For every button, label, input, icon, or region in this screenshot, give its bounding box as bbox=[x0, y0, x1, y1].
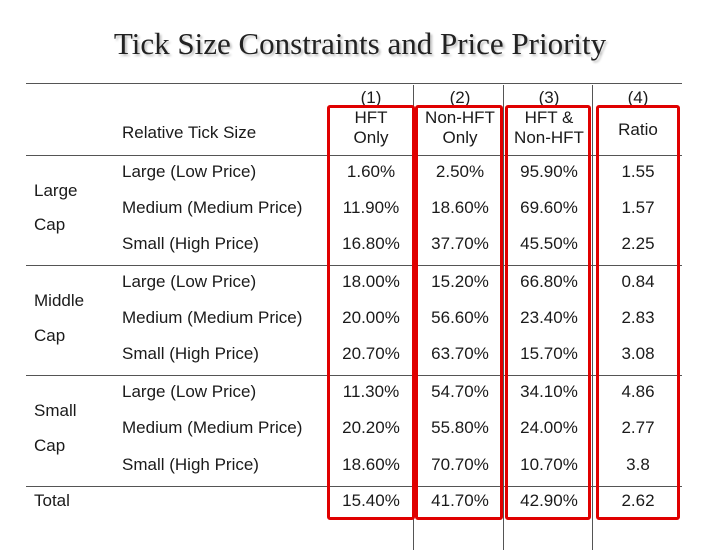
group-label: Middle bbox=[34, 291, 85, 310]
cell-ratio: 2.83 bbox=[621, 308, 655, 327]
cell-nonhft: 41.70% bbox=[431, 491, 489, 510]
group-rule bbox=[26, 265, 682, 266]
cell-hft: 20.20% bbox=[342, 418, 400, 437]
column-separator bbox=[503, 85, 504, 550]
cell-hft: 15.40% bbox=[342, 491, 400, 510]
group-label: Large bbox=[34, 181, 78, 200]
cell-both: 42.90% bbox=[520, 491, 578, 510]
cell-both: 95.90% bbox=[520, 162, 578, 181]
cell-hft: 20.70% bbox=[342, 344, 400, 363]
column-header-4: (4) Ratio bbox=[618, 88, 658, 139]
cell-ratio: 2.62 bbox=[621, 491, 655, 510]
tick-size-label: Large (Low Price) bbox=[122, 382, 257, 401]
table-top-rule bbox=[26, 83, 682, 84]
cell-both: 15.70% bbox=[520, 344, 578, 363]
cell-both: 66.80% bbox=[520, 272, 578, 291]
highlight-box-col3 bbox=[505, 105, 591, 520]
cell-ratio: 1.55 bbox=[621, 162, 655, 181]
cell-nonhft: 15.20% bbox=[431, 272, 489, 291]
column-separator bbox=[592, 85, 593, 550]
cell-hft: 1.60% bbox=[346, 162, 396, 181]
cell-ratio: 2.25 bbox=[621, 234, 655, 253]
cell-ratio: 3.08 bbox=[621, 344, 655, 363]
cell-both: 23.40% bbox=[520, 308, 578, 327]
cell-nonhft: 70.70% bbox=[431, 455, 489, 474]
tick-size-label: Small (High Price) bbox=[122, 344, 259, 363]
cell-ratio: 2.77 bbox=[621, 418, 655, 437]
cell-ratio: 3.8 bbox=[626, 455, 650, 474]
cell-both: 69.60% bbox=[520, 198, 578, 217]
column-header-3: (3) HFT & Non-HFT bbox=[514, 88, 584, 147]
cell-hft: 20.00% bbox=[342, 308, 400, 327]
cell-nonhft: 18.60% bbox=[431, 198, 489, 217]
cell-both: 10.70% bbox=[520, 455, 578, 474]
cell-nonhft: 63.70% bbox=[431, 344, 489, 363]
tick-size-label: Small (High Price) bbox=[122, 455, 259, 474]
cell-hft: 16.80% bbox=[342, 234, 400, 253]
highlight-box-col2 bbox=[415, 105, 503, 520]
group-label: Cap bbox=[34, 215, 66, 234]
cell-nonhft: 54.70% bbox=[431, 382, 489, 401]
tick-size-label: Medium (Medium Price) bbox=[122, 308, 303, 327]
total-rule bbox=[26, 486, 682, 487]
tick-size-label: Large (Low Price) bbox=[122, 272, 257, 291]
group-rule bbox=[26, 375, 682, 376]
cell-nonhft: 55.80% bbox=[431, 418, 489, 437]
column-header-2: (2) Non-HFT Only bbox=[425, 88, 495, 147]
group-label: Cap bbox=[34, 436, 66, 455]
cell-ratio: 1.57 bbox=[621, 198, 655, 217]
cell-hft: 11.90% bbox=[342, 198, 400, 217]
highlight-box-col4 bbox=[596, 105, 680, 520]
cell-nonhft: 2.50% bbox=[435, 162, 485, 181]
tick-size-label: Small (High Price) bbox=[122, 234, 259, 253]
tick-size-label: Medium (Medium Price) bbox=[122, 198, 303, 217]
tick-size-label: Large (Low Price) bbox=[122, 162, 257, 181]
cell-hft: 18.00% bbox=[342, 272, 400, 291]
cell-both: 24.00% bbox=[520, 418, 578, 437]
header-rule bbox=[26, 155, 682, 156]
cell-both: 34.10% bbox=[520, 382, 578, 401]
total-label: Total bbox=[34, 491, 70, 510]
cell-hft: 18.60% bbox=[342, 455, 400, 474]
cell-both: 45.50% bbox=[520, 234, 578, 253]
row-header-label: Relative Tick Size bbox=[122, 123, 257, 142]
group-label: Small bbox=[34, 401, 77, 420]
cell-nonhft: 56.60% bbox=[431, 308, 489, 327]
highlight-box-col1 bbox=[327, 105, 415, 520]
cell-ratio: 4.86 bbox=[621, 382, 655, 401]
cell-nonhft: 37.70% bbox=[431, 234, 489, 253]
slide-title: Tick Size Constraints and Price Priority bbox=[113, 26, 607, 61]
group-label: Cap bbox=[34, 326, 66, 345]
cell-ratio: 0.84 bbox=[621, 272, 655, 291]
column-header-1: (1) HFT Only bbox=[353, 88, 389, 147]
tick-size-label: Medium (Medium Price) bbox=[122, 418, 303, 437]
cell-hft: 11.30% bbox=[342, 382, 400, 401]
